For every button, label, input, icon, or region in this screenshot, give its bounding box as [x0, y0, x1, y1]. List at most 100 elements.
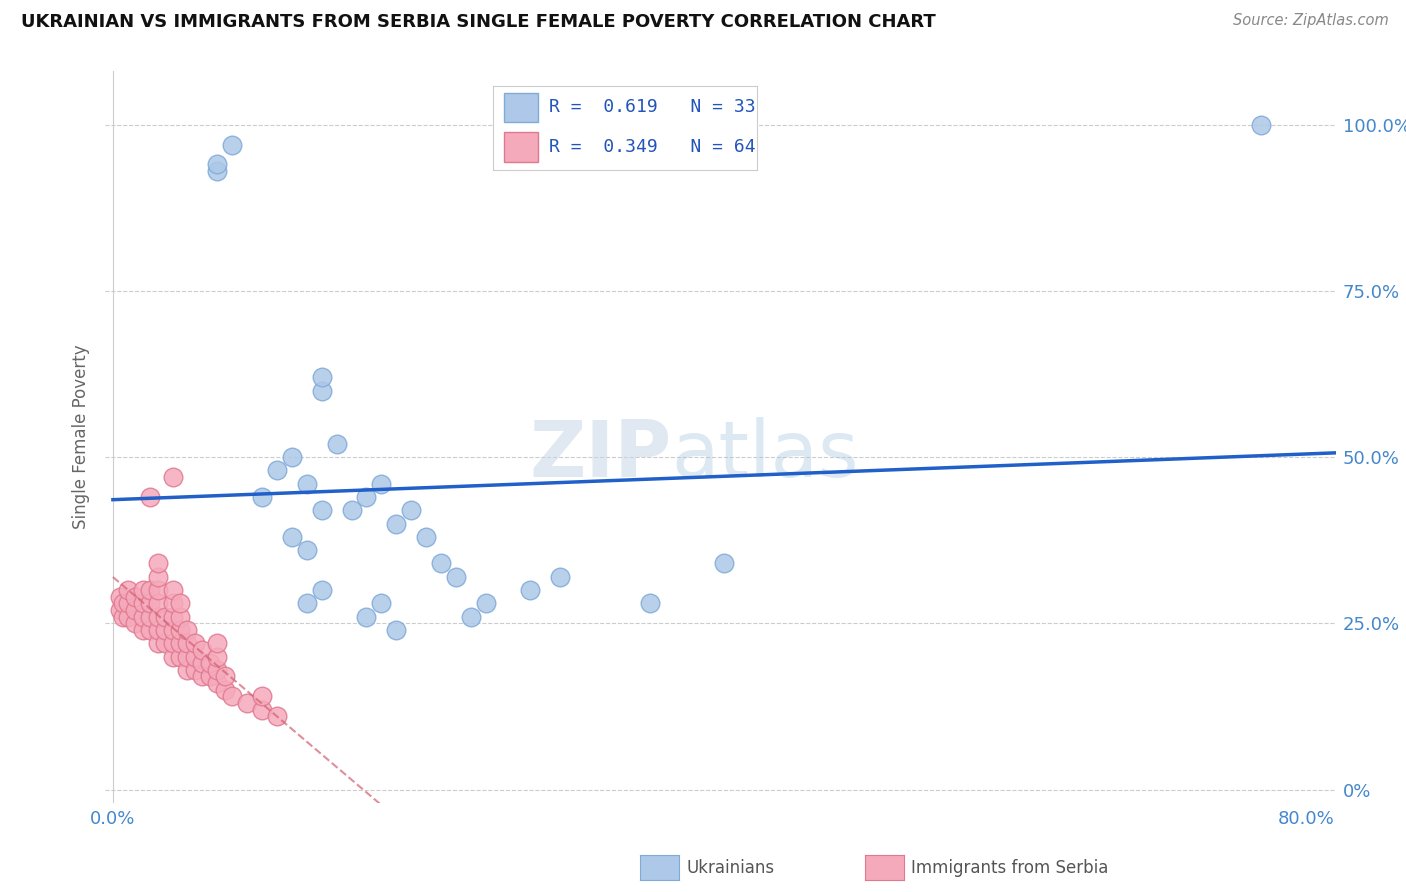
Point [191, 643, 214, 657]
Point [340, 503, 363, 517]
Point [117, 609, 139, 624]
Point [139, 582, 162, 597]
Point [146, 570, 169, 584]
Point [191, 669, 214, 683]
Text: Ukrainians: Ukrainians [686, 859, 775, 877]
Point [162, 636, 184, 650]
Point [370, 596, 392, 610]
Point [176, 636, 198, 650]
Bar [503, 93, 538, 122]
Text: atlas: atlas [672, 417, 859, 493]
Point [444, 570, 467, 584]
Point [169, 636, 191, 650]
Point [110, 603, 132, 617]
Point [146, 623, 169, 637]
Point [139, 490, 162, 504]
Point [207, 649, 229, 664]
Point [250, 490, 273, 504]
Point [153, 609, 176, 624]
Point [162, 623, 184, 637]
Point [221, 137, 243, 152]
Point [214, 669, 236, 683]
Point [370, 476, 392, 491]
Point [146, 636, 169, 650]
Point [117, 582, 139, 597]
Point [153, 636, 176, 650]
Point [162, 582, 184, 597]
Point [295, 596, 318, 610]
Text: R =  0.619   N = 33: R = 0.619 N = 33 [548, 98, 755, 117]
Text: UKRAINIAN VS IMMIGRANTS FROM SERBIA SINGLE FEMALE POVERTY CORRELATION CHART: UKRAINIAN VS IMMIGRANTS FROM SERBIA SING… [21, 13, 936, 31]
Text: Source: ZipAtlas.com: Source: ZipAtlas.com [1233, 13, 1389, 29]
Point [132, 609, 155, 624]
Point [311, 503, 333, 517]
Point [474, 596, 496, 610]
Point [124, 616, 146, 631]
Point [162, 470, 184, 484]
Point [146, 609, 169, 624]
Point [153, 623, 176, 637]
Point [281, 450, 304, 464]
Point [266, 709, 288, 723]
Point [1250, 118, 1272, 132]
Bar [503, 132, 538, 161]
Point [184, 649, 207, 664]
Point [162, 609, 184, 624]
Point [221, 690, 243, 704]
Point [325, 436, 347, 450]
Point [162, 649, 184, 664]
Point [162, 596, 184, 610]
Point [184, 663, 207, 677]
Point [124, 603, 146, 617]
Point [112, 596, 135, 610]
Point [295, 476, 318, 491]
Point [385, 516, 408, 531]
Point [214, 682, 236, 697]
Point [207, 636, 229, 650]
Point [176, 663, 198, 677]
Text: R =  0.349   N = 64: R = 0.349 N = 64 [548, 138, 755, 156]
Point [399, 503, 422, 517]
Point [415, 530, 437, 544]
Point [169, 596, 191, 610]
Point [295, 543, 318, 558]
Point [207, 676, 229, 690]
Point [169, 649, 191, 664]
Point [385, 623, 408, 637]
Point [176, 623, 198, 637]
Point [139, 623, 162, 637]
Point [356, 490, 378, 504]
Point [139, 609, 162, 624]
Point [132, 596, 155, 610]
Point [176, 649, 198, 664]
Point [311, 582, 333, 597]
Point [117, 596, 139, 610]
Point [430, 557, 453, 571]
Point [281, 530, 304, 544]
Point [198, 656, 221, 670]
Point [184, 636, 207, 650]
Point [139, 596, 162, 610]
Point [146, 582, 169, 597]
Point [124, 590, 146, 604]
Point [236, 696, 259, 710]
Point [207, 157, 229, 171]
Point [146, 596, 169, 610]
Point [207, 164, 229, 178]
Point [132, 582, 155, 597]
Point [250, 703, 273, 717]
Text: Immigrants from Serbia: Immigrants from Serbia [911, 859, 1108, 877]
Y-axis label: Single Female Poverty: Single Female Poverty [72, 345, 90, 529]
Point [207, 663, 229, 677]
Point [110, 590, 132, 604]
Point [112, 609, 135, 624]
Point [191, 656, 214, 670]
Point [169, 609, 191, 624]
Point [266, 463, 288, 477]
Point [169, 623, 191, 637]
Point [638, 596, 661, 610]
Point [356, 609, 378, 624]
Point [713, 557, 735, 571]
Point [460, 609, 482, 624]
Point [519, 582, 541, 597]
